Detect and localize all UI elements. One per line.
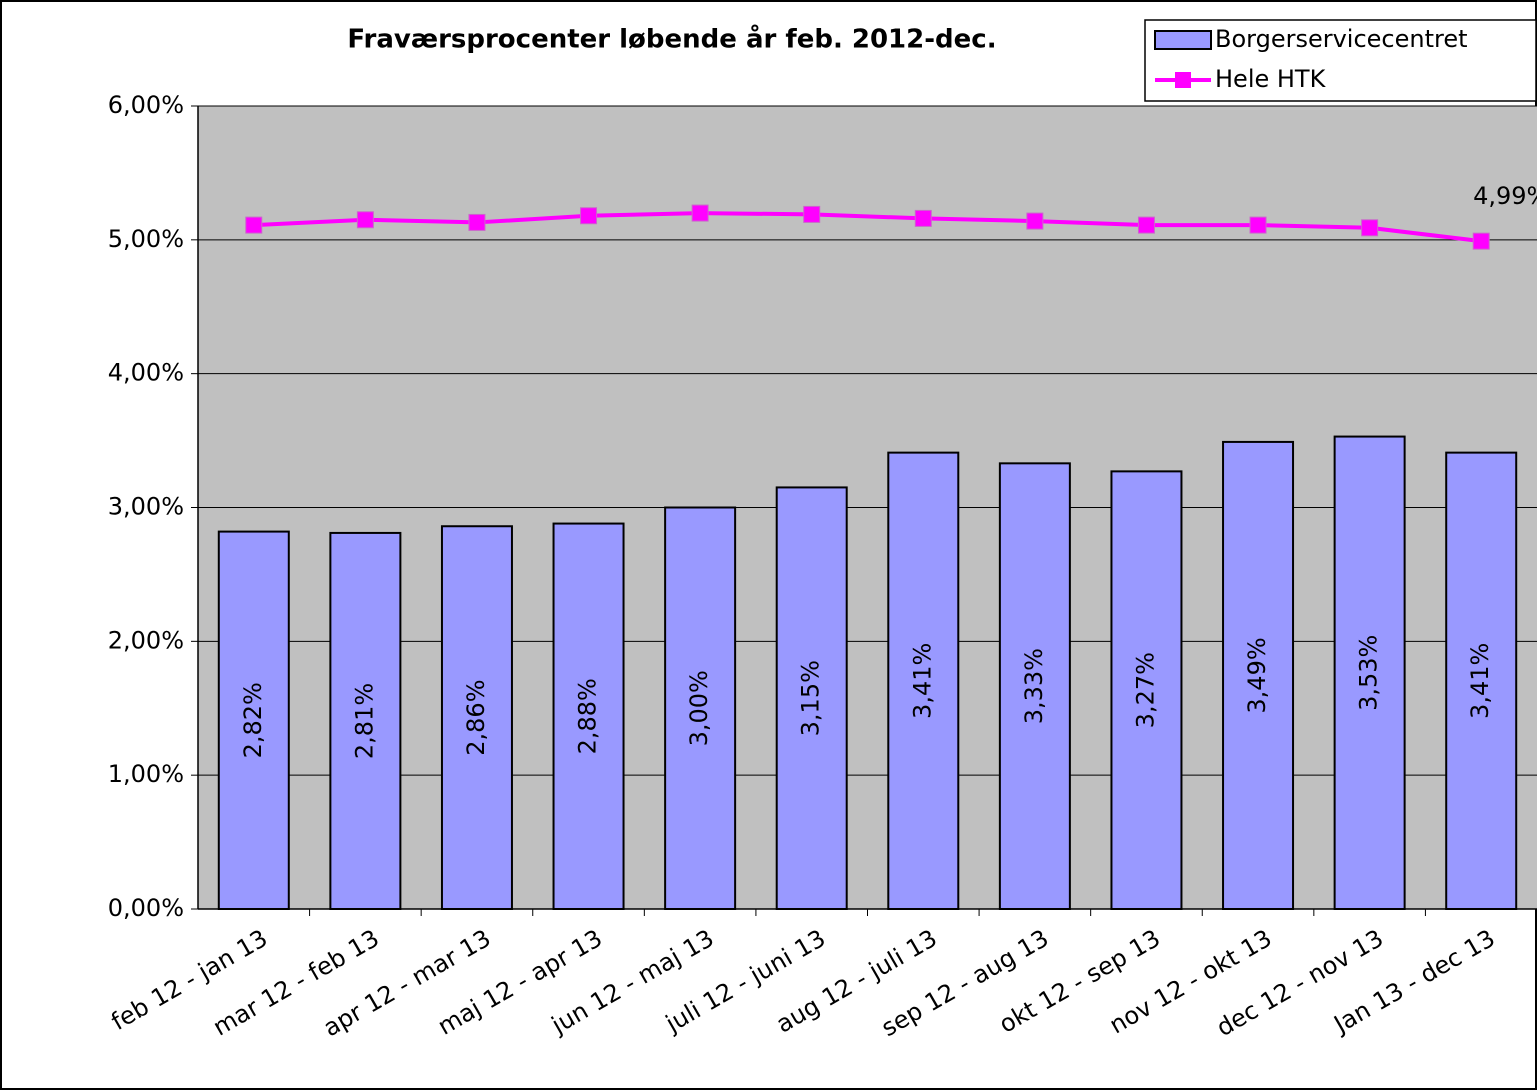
- bar-value-label: 3,00%: [685, 670, 713, 746]
- line-marker: [356, 211, 374, 229]
- bar: [1110, 470, 1183, 910]
- y-tick-label: 0,00%: [108, 894, 184, 922]
- bar-value-label: 3,33%: [1020, 648, 1048, 724]
- bar-value-label: 3,49%: [1243, 637, 1271, 713]
- legend-marker: [1175, 72, 1191, 88]
- bar-value-label: 3,41%: [1466, 643, 1494, 719]
- bar: [664, 506, 737, 910]
- y-tick-label: 1,00%: [108, 760, 184, 788]
- bar: [440, 525, 513, 911]
- line-marker: [1026, 212, 1044, 230]
- bar-value-label: 2,81%: [350, 683, 378, 759]
- bar: [775, 486, 848, 910]
- y-tick-label: 3,00%: [108, 493, 184, 521]
- bar-value-label: 2,86%: [462, 679, 490, 755]
- line-marker: [245, 216, 263, 234]
- line-marker: [1137, 216, 1155, 234]
- bar-value-label: 3,15%: [797, 660, 825, 736]
- y-tick-label: 4,00%: [108, 359, 184, 387]
- bar-value-label: 3,53%: [1355, 635, 1383, 711]
- y-tick-label: 2,00%: [108, 626, 184, 654]
- line-marker: [1472, 232, 1490, 250]
- line: [253, 211, 1482, 244]
- bar: [1333, 435, 1406, 910]
- line-marker: [468, 213, 486, 231]
- bar: [887, 451, 960, 910]
- legend-label: Borgerservicecentret: [1215, 25, 1468, 53]
- legend-box: [1144, 19, 1537, 102]
- line-marker: [803, 205, 821, 223]
- legend-label: Hele HTK: [1215, 65, 1327, 93]
- bar: [1445, 451, 1518, 910]
- line-marker: [914, 209, 932, 227]
- bar: [329, 531, 402, 910]
- y-tick-label: 5,00%: [108, 225, 184, 253]
- bar: [552, 522, 625, 910]
- bar: [217, 530, 290, 911]
- chart-title: Fraværsprocenter løbende år feb. 2012-de…: [347, 23, 996, 55]
- bar: [1222, 440, 1295, 910]
- bar-value-label: 2,88%: [574, 678, 602, 754]
- bar-value-label: 3,41%: [908, 643, 936, 719]
- line-marker: [580, 207, 598, 225]
- line-marker: [691, 204, 709, 222]
- y-tick-label: 6,00%: [108, 91, 184, 119]
- line-marker: [1249, 216, 1267, 234]
- legend-swatch: [1154, 30, 1212, 50]
- bar-value-label: 2,82%: [239, 682, 267, 758]
- bar: [998, 462, 1071, 910]
- bar-value-label: 3,27%: [1131, 652, 1159, 728]
- line-value-label: 4,99%: [1473, 182, 1537, 210]
- line-marker: [1361, 219, 1379, 237]
